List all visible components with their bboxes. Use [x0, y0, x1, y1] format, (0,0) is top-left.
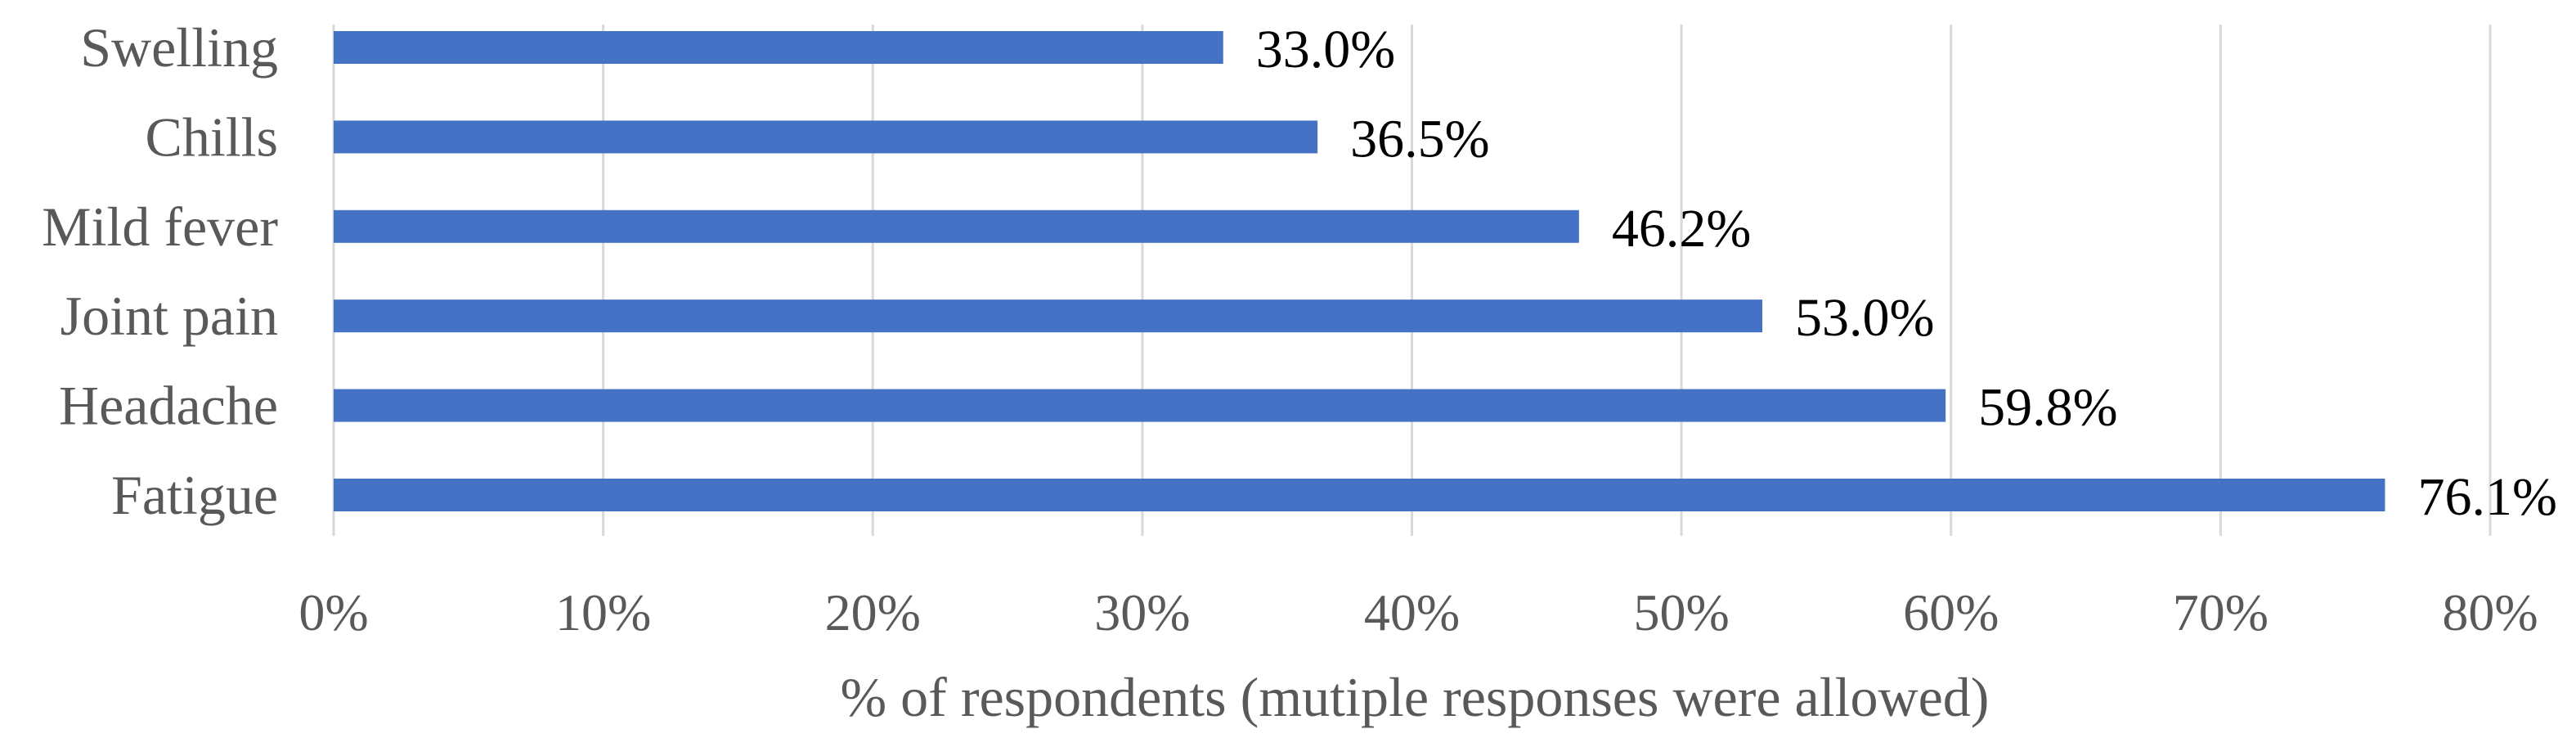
x-tick-label: 70% — [2173, 583, 2269, 641]
category-labels: Swelling Chills Mild fever Joint pain Headac… — [42, 16, 278, 526]
bar — [334, 120, 1318, 154]
category-label: Mild fever — [42, 196, 278, 258]
data-label: 53.0% — [1795, 288, 1934, 348]
bar — [334, 479, 2385, 511]
x-tick-label: 80% — [2442, 583, 2538, 641]
bar — [334, 209, 1579, 243]
data-labels: 33.0% 36.5% 46.2% 53.0% 59.8% 76.1% — [1256, 20, 2557, 527]
data-label: 76.1% — [2417, 467, 2556, 527]
x-tick-label: 50% — [1633, 583, 1729, 641]
data-label: 59.8% — [1978, 378, 2117, 438]
bar — [334, 299, 1763, 333]
x-tick-label: 40% — [1364, 583, 1460, 641]
category-label: Chills — [146, 106, 279, 168]
x-tick-label: 10% — [555, 583, 651, 641]
x-tick-labels: 0% 10% 20% 30% 40% 50% 60% 70% 80% — [298, 583, 2538, 641]
category-label: Joint pain — [61, 285, 278, 347]
category-label: Headache — [59, 375, 278, 437]
data-label: 36.5% — [1350, 109, 1489, 169]
x-axis-title: % of respondents (mutiple responses were… — [841, 666, 1990, 728]
bars — [334, 31, 2385, 511]
bar — [334, 389, 1946, 422]
x-tick-label: 20% — [825, 583, 921, 641]
data-label: 46.2% — [1612, 199, 1751, 259]
gridlines — [332, 25, 2492, 536]
category-label: Swelling — [80, 16, 278, 79]
category-label: Fatigue — [111, 464, 278, 526]
x-tick-label: 30% — [1094, 583, 1190, 641]
x-tick-label: 60% — [1903, 583, 1999, 641]
bar — [334, 31, 1223, 64]
data-label: 33.0% — [1256, 20, 1395, 79]
x-tick-label: 0% — [298, 583, 368, 641]
